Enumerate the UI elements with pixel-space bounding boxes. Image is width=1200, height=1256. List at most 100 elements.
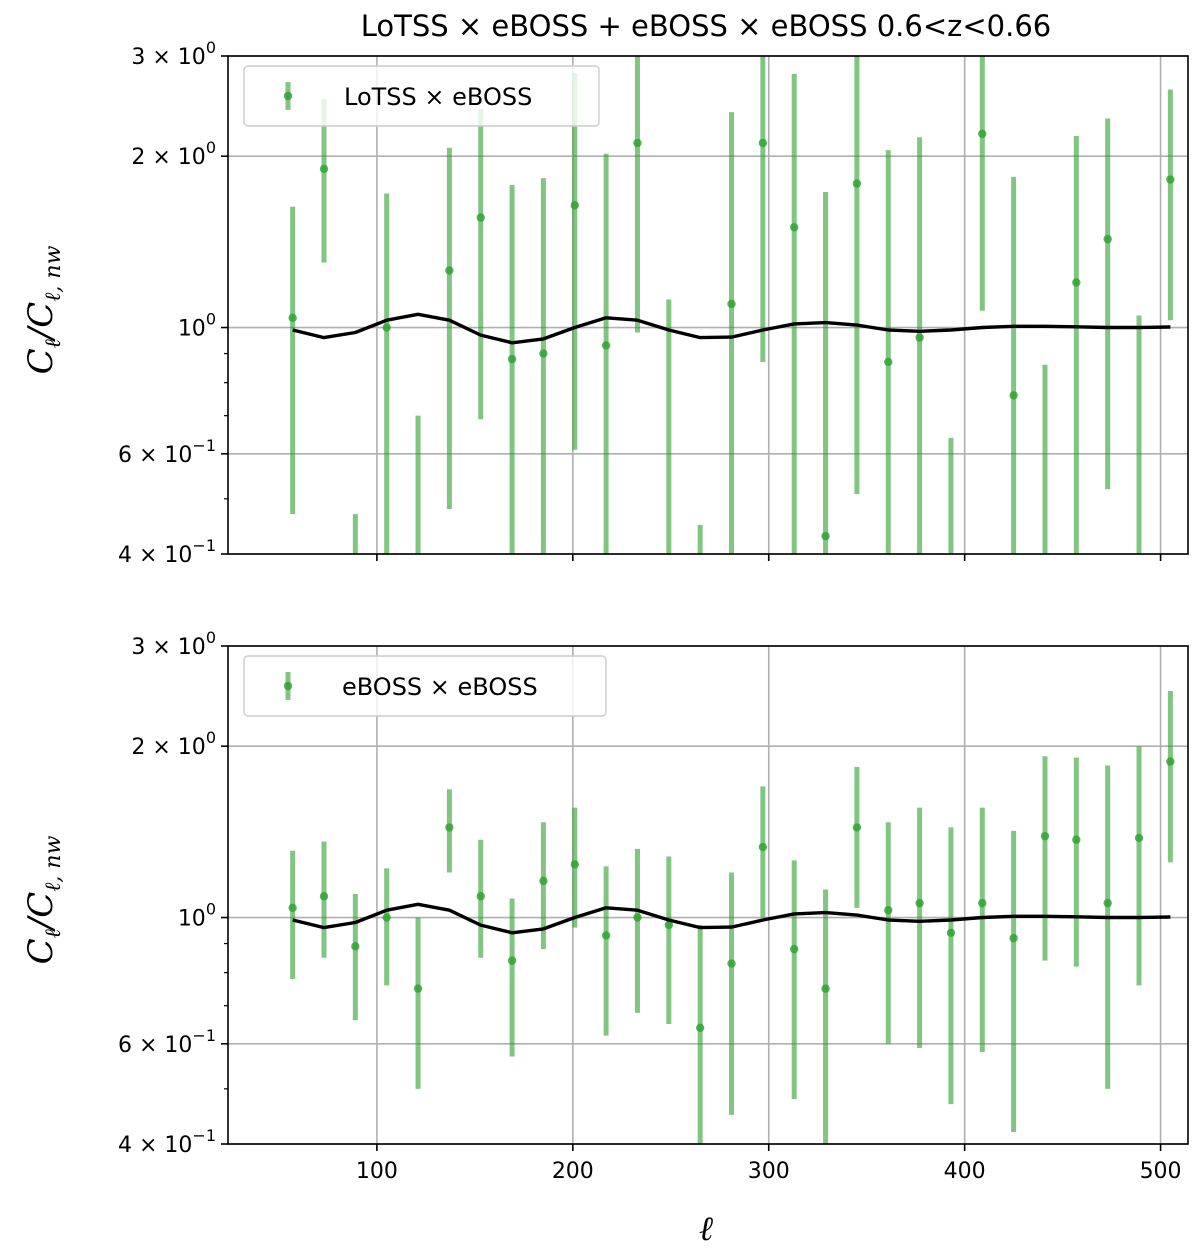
y-tick-mantissa: 10 bbox=[178, 907, 206, 932]
y-tick-mantissa: 2 × 10 bbox=[131, 735, 205, 760]
ratio-curve bbox=[292, 902, 1171, 935]
data-point bbox=[695, 1023, 705, 1033]
data-point bbox=[1134, 833, 1144, 843]
y-axis-title-c2: C bbox=[21, 302, 61, 328]
data-marks bbox=[288, 691, 1175, 1144]
legend-label: LoTSS × eBOSS bbox=[344, 83, 532, 111]
data-point bbox=[1009, 933, 1018, 943]
axes-frame bbox=[227, 645, 1189, 1145]
chart-title: LoTSS × eBOSS + eBOSS × eBOSS 0.6<z<0.66 bbox=[361, 9, 1051, 43]
data-point bbox=[727, 959, 736, 968]
data-point bbox=[601, 931, 611, 940]
data-point bbox=[790, 944, 799, 954]
y-tick-exponent: 0 bbox=[206, 138, 216, 157]
y-axis-title-sub2: ℓ, nw bbox=[41, 835, 66, 891]
y-tick-exponent: −1 bbox=[192, 1026, 216, 1045]
legend-box bbox=[243, 65, 600, 127]
data-point bbox=[633, 913, 642, 922]
legend-box bbox=[243, 655, 607, 717]
data-point bbox=[1166, 757, 1175, 766]
legend-marker-icon bbox=[283, 681, 293, 691]
data-point bbox=[1009, 391, 1018, 400]
data-point bbox=[727, 299, 736, 309]
data-point bbox=[946, 928, 956, 938]
y-tick-label: 100 bbox=[178, 900, 216, 932]
x-tick-label: 400 bbox=[944, 1159, 986, 1184]
y-axis-title-sub2: ℓ, nw bbox=[41, 245, 66, 301]
y-tick-label: 6 × 10−1 bbox=[118, 1026, 216, 1058]
data-point bbox=[507, 354, 517, 364]
y-axis-title-c2: C bbox=[21, 892, 61, 918]
y-tick-label: 4 × 10−1 bbox=[118, 1126, 216, 1158]
data-point bbox=[884, 906, 893, 915]
y-tick-exponent: 0 bbox=[206, 728, 216, 747]
data-point bbox=[1072, 278, 1081, 287]
data-point bbox=[758, 138, 768, 148]
data-point bbox=[539, 349, 548, 358]
data-point bbox=[978, 898, 987, 908]
data-point bbox=[915, 898, 924, 908]
svg-text:Cℓ/Cℓ, nw: Cℓ/Cℓ, nw bbox=[21, 835, 66, 964]
data-point bbox=[790, 223, 799, 232]
y-axis-title-sub: ℓ bbox=[41, 928, 66, 938]
data-point bbox=[1103, 898, 1112, 908]
y-axis-title-top: Cℓ/Cℓ, nw bbox=[21, 245, 66, 374]
data-point bbox=[852, 179, 862, 188]
x-tick-label: 200 bbox=[552, 1159, 594, 1184]
y-tick-label: 3 × 100 bbox=[131, 38, 216, 70]
x-tick-label: 100 bbox=[356, 1159, 398, 1184]
y-tick-exponent: −1 bbox=[192, 1126, 216, 1145]
data-point bbox=[319, 892, 329, 901]
data-point bbox=[476, 213, 485, 222]
data-point bbox=[821, 531, 830, 541]
y-tick-mantissa: 2 × 10 bbox=[131, 145, 205, 170]
data-point bbox=[319, 164, 329, 174]
ratio-curve bbox=[292, 312, 1171, 345]
data-point bbox=[413, 984, 423, 993]
y-tick-mantissa: 10 bbox=[178, 317, 206, 342]
data-point bbox=[570, 201, 579, 210]
data-point bbox=[539, 876, 548, 886]
y-axis-title-slash: / bbox=[21, 914, 61, 932]
legend: eBOSS × eBOSS bbox=[243, 655, 607, 717]
y-tick-exponent: −1 bbox=[192, 436, 216, 455]
data-point bbox=[1072, 835, 1081, 844]
y-axis-title-slash: / bbox=[21, 324, 61, 342]
y-tick-exponent: 0 bbox=[206, 38, 216, 57]
data-point bbox=[1166, 175, 1175, 184]
data-point bbox=[570, 860, 579, 869]
data-point bbox=[351, 942, 360, 951]
data-point bbox=[978, 129, 987, 138]
legend-label: eBOSS × eBOSS bbox=[342, 673, 538, 701]
data-point bbox=[1040, 831, 1050, 841]
y-tick-label: 100 bbox=[178, 310, 216, 342]
x-tick-label: 500 bbox=[1140, 1159, 1182, 1184]
y-axis-title-c: C bbox=[21, 348, 61, 374]
y-tick-exponent: 0 bbox=[206, 310, 216, 329]
y-tick-mantissa: 6 × 10 bbox=[118, 1033, 192, 1058]
y-tick-exponent: −1 bbox=[192, 536, 216, 555]
y-tick-mantissa: 4 × 10 bbox=[118, 543, 192, 568]
y-axis-title-c: C bbox=[21, 938, 61, 964]
data-point bbox=[633, 138, 642, 148]
y-axis-title-sub: ℓ bbox=[41, 338, 66, 348]
y-tick-mantissa: 3 × 10 bbox=[131, 635, 205, 660]
y-tick-label: 3 × 100 bbox=[131, 628, 216, 660]
x-axis-title: ℓ bbox=[699, 1209, 713, 1249]
y-tick-mantissa: 3 × 10 bbox=[131, 45, 205, 70]
data-point bbox=[664, 920, 674, 930]
data-point bbox=[852, 823, 862, 832]
data-point bbox=[507, 956, 517, 965]
x-tick-label: 300 bbox=[748, 1159, 790, 1184]
data-point bbox=[601, 341, 611, 350]
data-point bbox=[382, 913, 391, 922]
data-point bbox=[445, 823, 454, 832]
y-tick-label: 2 × 100 bbox=[131, 138, 216, 170]
data-marks bbox=[288, 56, 1175, 554]
svg-text:Cℓ/Cℓ, nw: Cℓ/Cℓ, nw bbox=[21, 245, 66, 374]
data-point bbox=[476, 892, 485, 901]
y-tick-exponent: 0 bbox=[206, 900, 216, 919]
